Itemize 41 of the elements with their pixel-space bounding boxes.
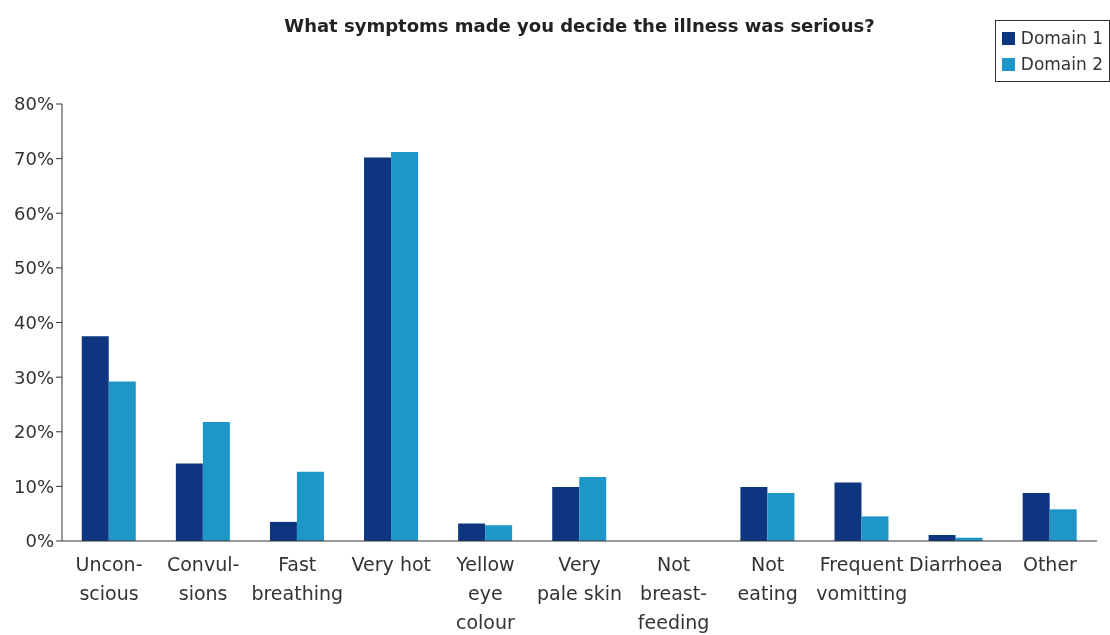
bar bbox=[1049, 509, 1077, 541]
x-tick-label: Convul- sions bbox=[166, 553, 240, 604]
bar bbox=[767, 492, 795, 541]
x-tick-label: Yellow eye colour bbox=[455, 553, 516, 633]
y-tick-label: 80% bbox=[13, 93, 54, 115]
bar bbox=[579, 477, 607, 541]
x-tick-label: Other bbox=[1022, 553, 1078, 575]
bar bbox=[740, 486, 768, 541]
legend-label: Domain 2 bbox=[1020, 54, 1103, 74]
bar bbox=[485, 525, 513, 541]
bar bbox=[861, 516, 889, 541]
bar bbox=[1022, 492, 1050, 541]
y-tick-label: 0% bbox=[25, 530, 54, 552]
bar bbox=[552, 486, 580, 541]
bar bbox=[458, 523, 486, 541]
bar bbox=[202, 421, 230, 541]
x-tick-label: Very pale skin bbox=[537, 553, 622, 604]
x-tick-label: Frequent vomitting bbox=[816, 553, 908, 604]
bar bbox=[175, 463, 203, 541]
bar bbox=[834, 482, 862, 541]
bar bbox=[364, 157, 392, 541]
bar bbox=[108, 381, 136, 541]
y-tick-label: 50% bbox=[13, 257, 54, 279]
y-tick-label: 30% bbox=[13, 366, 54, 388]
y-tick-label: 10% bbox=[13, 475, 54, 497]
y-tick-label: 40% bbox=[13, 311, 54, 333]
x-tick-label: Fast breathing bbox=[251, 553, 344, 604]
chart-title: What symptoms made you decide the illness was serious? bbox=[284, 15, 875, 36]
legend-label: Domain 1 bbox=[1020, 28, 1103, 48]
bar bbox=[81, 336, 109, 541]
bar bbox=[296, 471, 324, 541]
x-tick-label: Very hot bbox=[351, 553, 432, 575]
bar bbox=[391, 152, 419, 541]
x-tick-label: Diarrhoea bbox=[909, 553, 1003, 575]
bar bbox=[269, 521, 297, 541]
x-tick-label: Not breast- feeding bbox=[637, 553, 710, 633]
x-tick-label: Uncon- scious bbox=[75, 553, 143, 604]
y-tick-label: 60% bbox=[13, 202, 54, 224]
y-tick-label: 20% bbox=[13, 421, 54, 443]
y-tick-label: 70% bbox=[13, 148, 54, 170]
x-tick-label: Not eating bbox=[737, 553, 798, 604]
